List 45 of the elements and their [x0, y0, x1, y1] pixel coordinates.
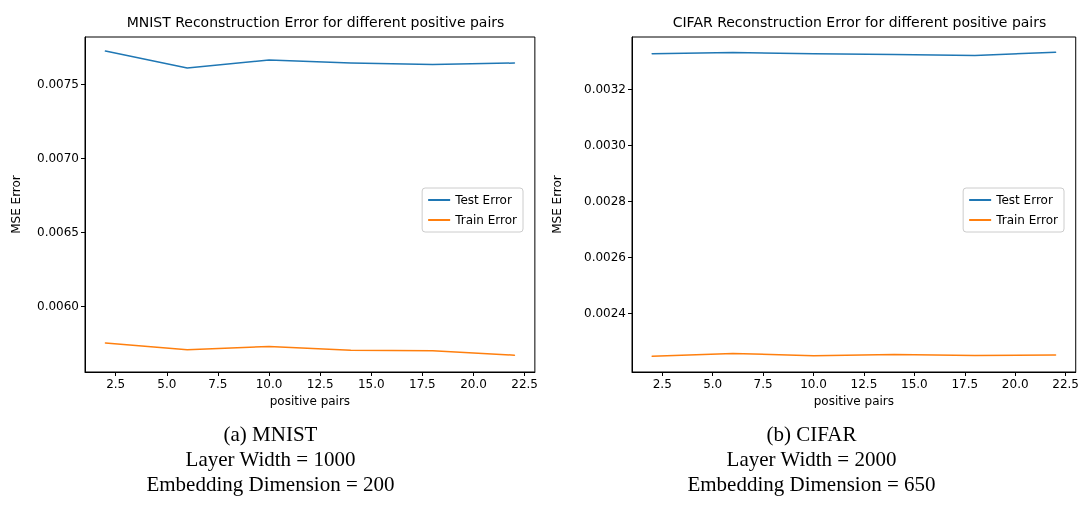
text: Embedding Dimension = 650 — [686, 472, 937, 497]
x-axis-title: positive pairs — [813, 394, 895, 408]
text: (b) CIFAR — [765, 422, 858, 447]
x-tick-label: 20.0 — [1001, 377, 1029, 391]
x-tick-label: 2.5 — [106, 377, 126, 391]
x-tick-label: 7.5 — [208, 377, 228, 391]
chart-title: MNIST Reconstruction Error for different positive pairs — [126, 14, 505, 30]
x-tick-label: 12.5 — [850, 377, 878, 391]
x-tick-label: 20.0 — [460, 377, 487, 391]
x-tick-label: 15.0 — [357, 377, 385, 391]
y-tick-label: 0.0075 — [37, 77, 79, 92]
y-tick-label: 0.0028 — [584, 194, 626, 208]
y-tick-label: 0.0060 — [37, 299, 79, 314]
legend-label: Test Error — [454, 193, 512, 207]
line-series — [104, 342, 516, 356]
y-tick-label: 0.0026 — [584, 250, 626, 265]
text: Layer Width = 2000 — [725, 447, 898, 472]
y-axis-title: MSE Error — [550, 175, 564, 234]
y-axis-title: MSE Error — [9, 175, 23, 234]
y-tick-label: 0.0024 — [584, 306, 626, 321]
legend-label: Test Error — [995, 193, 1053, 207]
text: Layer Width = 1000 — [184, 447, 357, 472]
y-tick-label: 0.0070 — [37, 151, 79, 166]
x-tick-label: 7.5 — [753, 377, 773, 391]
legend-label: Train Error — [454, 213, 518, 227]
x-tick-label: 10.0 — [800, 377, 827, 391]
x-tick-label: 2.5 — [652, 377, 672, 391]
legend-label: Train Error — [995, 213, 1059, 227]
x-tick-label: 15.0 — [901, 377, 928, 391]
x-tick-label: 12.5 — [306, 377, 334, 391]
text: Embedding Dimension = 200 — [145, 472, 396, 497]
x-tick-label: 5.0 — [157, 377, 177, 391]
x-tick-label: 5.0 — [703, 377, 723, 391]
x-tick-label: 17.5 — [409, 377, 436, 391]
y-tick-label: 0.0030 — [584, 137, 626, 152]
x-axis-title: positive pairs — [269, 394, 351, 408]
y-tick-label: 0.0065 — [37, 225, 79, 240]
text: (a) MNIST — [222, 422, 319, 447]
x-tick-label: 10.0 — [255, 377, 283, 391]
line-series — [104, 50, 516, 69]
x-tick-label: 17.5 — [951, 377, 979, 391]
x-tick-label: 22.5 — [1052, 377, 1079, 391]
chart-title: CIFAR Reconstruction Error for different positive pairs — [672, 14, 1047, 30]
x-tick-label: 22.5 — [511, 377, 538, 391]
y-tick-label: 0.0032 — [584, 81, 626, 96]
